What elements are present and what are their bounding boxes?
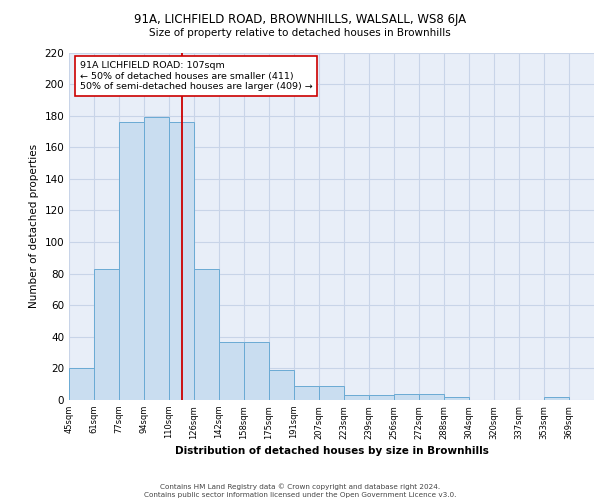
Bar: [194, 269, 219, 400]
Bar: [344, 396, 369, 400]
Bar: [294, 386, 319, 400]
X-axis label: Distribution of detached houses by size in Brownhills: Distribution of detached houses by size …: [175, 446, 488, 456]
Bar: [394, 394, 419, 400]
Text: 91A, LICHFIELD ROAD, BROWNHILLS, WALSALL, WS8 6JA: 91A, LICHFIELD ROAD, BROWNHILLS, WALSALL…: [134, 12, 466, 26]
Bar: [94, 269, 119, 400]
Bar: [269, 370, 294, 400]
Bar: [369, 396, 394, 400]
Bar: [169, 122, 194, 400]
Text: Size of property relative to detached houses in Brownhills: Size of property relative to detached ho…: [149, 28, 451, 38]
Bar: [319, 386, 344, 400]
Text: Contains HM Land Registry data © Crown copyright and database right 2024.
Contai: Contains HM Land Registry data © Crown c…: [144, 484, 456, 498]
Y-axis label: Number of detached properties: Number of detached properties: [29, 144, 39, 308]
Bar: [69, 368, 94, 400]
Bar: [144, 118, 169, 400]
Bar: [119, 122, 144, 400]
Text: 91A LICHFIELD ROAD: 107sqm
← 50% of detached houses are smaller (411)
50% of sem: 91A LICHFIELD ROAD: 107sqm ← 50% of deta…: [79, 61, 312, 91]
Bar: [419, 394, 444, 400]
Bar: [244, 342, 269, 400]
Bar: [544, 397, 569, 400]
Bar: [444, 397, 469, 400]
Bar: [219, 342, 244, 400]
